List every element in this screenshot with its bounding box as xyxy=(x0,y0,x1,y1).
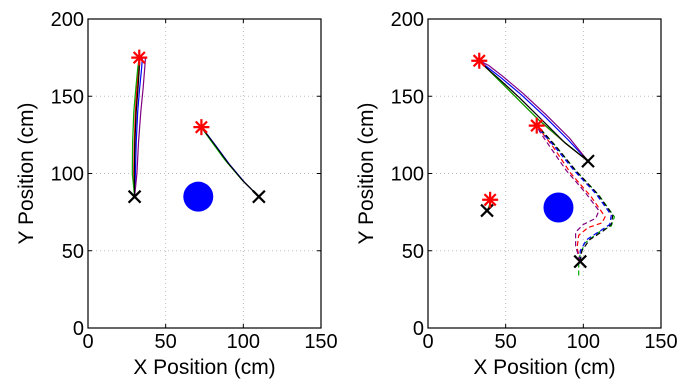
trajectory-line xyxy=(478,60,589,162)
trajectory-line xyxy=(134,57,143,197)
x-tick-label: 100 xyxy=(567,331,600,353)
x-tick-label: 0 xyxy=(422,331,433,353)
start-marker xyxy=(573,254,588,269)
goal-marker xyxy=(482,191,499,208)
x-tick-label: 100 xyxy=(227,331,260,353)
goal-marker xyxy=(528,117,545,134)
y-tick-label: 200 xyxy=(391,9,424,31)
trajectory-line xyxy=(134,57,147,197)
x-tick-label: 50 xyxy=(495,331,517,353)
y-tick-label: 150 xyxy=(391,86,424,108)
trajectory-line xyxy=(536,125,616,276)
goal-marker xyxy=(471,52,488,69)
trajectory-line xyxy=(478,60,589,162)
left-trajectory-plot: 0 50 100 150 0 50 100 150 200 X Position (cm) Y Po… xyxy=(15,9,338,379)
x-axis-label: X Position (cm) xyxy=(473,356,615,379)
start-marker xyxy=(581,154,595,168)
start-marker xyxy=(127,189,142,204)
trajectory-line xyxy=(131,57,140,197)
trajectory-line xyxy=(536,125,600,262)
y-tick-label: 50 xyxy=(402,241,424,263)
trajectory-line xyxy=(133,57,140,197)
y-tick-label: 200 xyxy=(51,9,84,31)
trajectory-line xyxy=(479,60,589,162)
x-tick-label: 0 xyxy=(82,331,93,353)
obstacle-marker xyxy=(543,192,574,223)
y-tick-label: 150 xyxy=(51,86,84,108)
y-axis-label: Y Position (cm) xyxy=(15,103,38,245)
goal-marker xyxy=(193,119,210,136)
right-trajectory-plot: 0 50 100 150 0 50 100 150 200 X Position (cm) Y Po… xyxy=(355,9,678,379)
x-tick-label: 50 xyxy=(155,331,177,353)
x-axis-label: X Position (cm) xyxy=(133,356,275,379)
y-tick-label: 0 xyxy=(413,318,424,340)
y-tick-label: 100 xyxy=(51,164,84,186)
goal-marker xyxy=(131,49,148,66)
y-tick-label: 100 xyxy=(391,164,424,186)
obstacle-marker xyxy=(183,181,214,212)
trajectory-line xyxy=(536,125,614,262)
x-tick-label: 150 xyxy=(644,331,677,353)
y-axis-label: Y Position (cm) xyxy=(355,103,378,245)
trajectory-line xyxy=(536,125,612,262)
y-tick-label: 50 xyxy=(62,241,84,263)
y-tick-label: 0 xyxy=(73,318,84,340)
start-marker xyxy=(252,189,266,204)
trajectory-line xyxy=(200,126,260,198)
x-tick-label: 150 xyxy=(304,331,337,353)
trajectory-line xyxy=(536,125,606,262)
